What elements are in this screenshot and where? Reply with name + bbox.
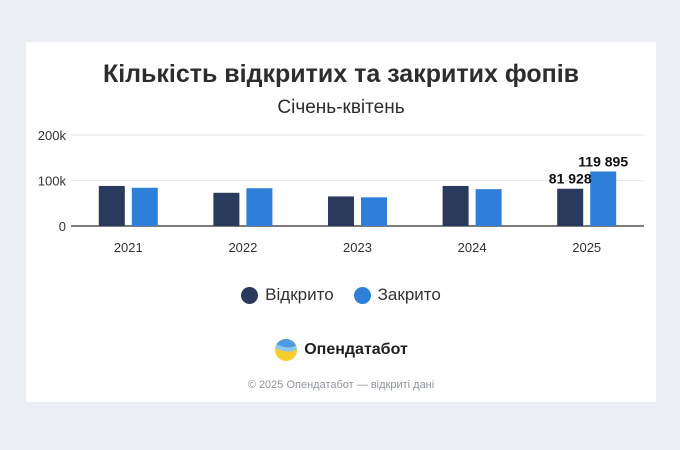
bar-chart: 0 100k 200k 2021 2022 2023 2024 2025 81 928 119 8… <box>38 128 644 255</box>
legend-label-closed: Закрито <box>377 285 441 304</box>
x-tick-label: 2023 <box>343 240 372 255</box>
x-tick-label: 2022 <box>228 240 257 255</box>
bar-closed-2021 <box>131 187 158 226</box>
chart-subtitle: Січень-квітень <box>277 97 405 118</box>
bar-closed-2025 <box>590 171 617 226</box>
y-tick-label: 200k <box>38 128 67 143</box>
legend-item-opened: Відкрито <box>241 285 334 305</box>
legend-swatch-opened <box>241 286 259 304</box>
legend-swatch-closed <box>353 286 371 304</box>
bar-closed-2023 <box>361 197 387 226</box>
chart-card: Кількість відкритих та закритих фопів Сі… <box>26 42 656 402</box>
data-label-2025: 119 895 <box>578 153 628 169</box>
bar-opened-2024 <box>442 185 469 226</box>
x-tick-label: 2025 <box>572 240 601 255</box>
legend-item-closed: Закрито <box>353 285 441 305</box>
y-tick-label: 0 <box>59 219 66 234</box>
bar-closed-2024 <box>475 189 502 226</box>
x-tick-label: 2024 <box>458 240 487 255</box>
opendatabot-logo-icon <box>275 339 298 361</box>
data-label-2025: 81 928 <box>549 171 592 187</box>
bar-opened-2022 <box>213 192 240 226</box>
brand: Опендатабот <box>26 338 656 362</box>
y-tick-label: 100k <box>38 174 67 189</box>
chart-legend: Відкрито Закрито <box>26 285 656 305</box>
brand-name: Опендатабот <box>304 341 408 358</box>
bar-opened-2023 <box>328 196 354 226</box>
bar-closed-2022 <box>246 188 273 226</box>
bar-opened-2021 <box>98 185 125 226</box>
footer-copyright: © 2025 Опендатабот — відкриті дані <box>247 379 435 391</box>
legend-label-opened: Відкрито <box>265 285 334 304</box>
x-tick-label: 2021 <box>114 240 143 255</box>
chart-title: Кількість відкритих та закритих фопів <box>102 60 580 88</box>
bar-opened-2025 <box>557 188 584 226</box>
